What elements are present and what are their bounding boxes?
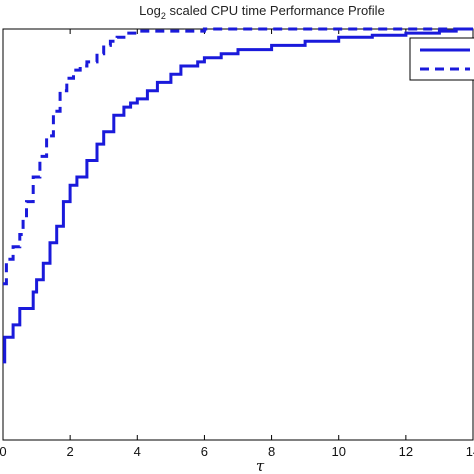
axes-frame <box>2 28 474 441</box>
x-tick-label: 14 <box>466 444 474 459</box>
legend <box>409 37 474 81</box>
x-tick-label: 2 <box>67 444 74 459</box>
legend-frame <box>409 37 474 81</box>
x-tick-label: 4 <box>134 444 141 459</box>
chart-title-subscript: 2 <box>161 11 166 21</box>
x-tick-label: 6 <box>201 444 208 459</box>
chart-title: Log2 scaled CPU time Performance Profile <box>139 3 385 21</box>
plot-area <box>2 27 474 441</box>
x-tick-label: 8 <box>268 444 275 459</box>
chart-title-prefix: Log <box>139 3 161 18</box>
x-tick-label: 0 <box>0 444 7 459</box>
x-tick-label: 12 <box>399 444 413 459</box>
x-axis-label: τ <box>256 457 265 474</box>
x-tick-label: 10 <box>331 444 345 459</box>
chart-title-rest: scaled CPU time Performance Profile <box>166 3 385 18</box>
series-line-dashed <box>3 27 473 286</box>
series-line-solid <box>3 27 473 364</box>
